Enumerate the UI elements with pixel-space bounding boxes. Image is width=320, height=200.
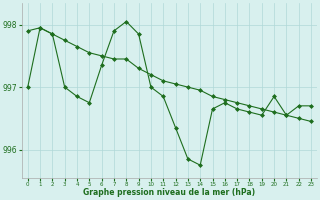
X-axis label: Graphe pression niveau de la mer (hPa): Graphe pression niveau de la mer (hPa): [83, 188, 255, 197]
